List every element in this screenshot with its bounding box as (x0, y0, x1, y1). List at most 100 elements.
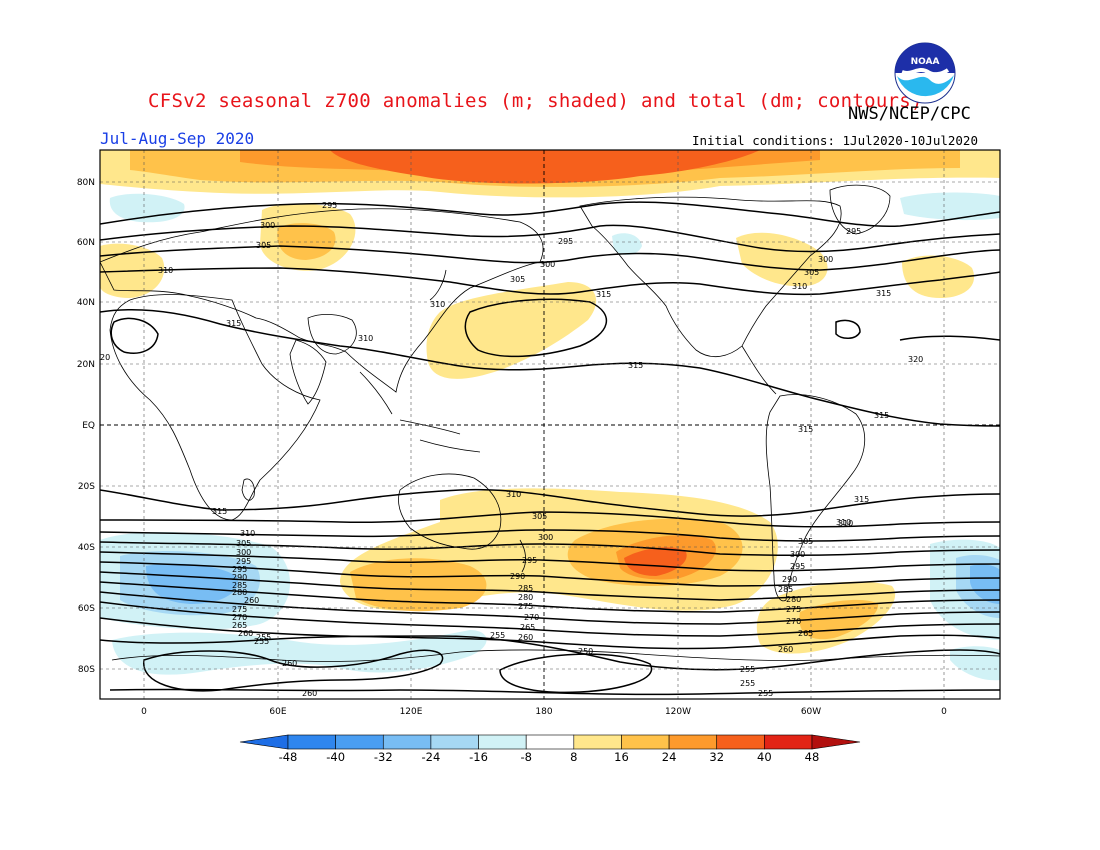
contour-label: 280 (786, 595, 801, 604)
colorbar-swatch (335, 734, 384, 750)
anomaly-region (109, 193, 185, 223)
colorbar-swatch (621, 734, 670, 750)
contour-label: 315 (876, 289, 891, 298)
coastlines (100, 184, 1000, 662)
contour-label: 295 (232, 565, 247, 574)
contour-label: 265 (232, 621, 247, 630)
anomaly-region (900, 192, 1000, 221)
colorbar-min-arrow (239, 734, 289, 750)
latitude-labels: 80N 60N 40N 20N EQ 20S 40S 60S 80S (77, 178, 95, 675)
lat-label: 80S (78, 665, 95, 675)
agency-label: NWS/NCEP/CPC (848, 104, 971, 124)
anomaly-region (950, 646, 1000, 681)
contour-label: 300 (790, 550, 805, 559)
colorbar-tick-label: -24 (422, 750, 441, 764)
contour-label: 300 (540, 260, 555, 269)
colorbar-swatch (287, 734, 336, 750)
contour-label: 295 (236, 557, 251, 566)
lon-label: 60E (269, 707, 286, 717)
anomaly-region (426, 282, 597, 379)
contour-label: 305 (510, 275, 525, 284)
colorbar-swatch (716, 734, 765, 750)
anomaly-region (277, 223, 336, 260)
noaa-logo-icon: NOAA (894, 42, 956, 104)
lon-label: 120E (400, 707, 423, 717)
reference-lines (100, 150, 1000, 699)
continent-outline (519, 539, 526, 573)
lat-label: 60S (78, 604, 95, 614)
gridlines (100, 150, 1000, 699)
continent-outline (765, 394, 866, 602)
anomaly-region (330, 150, 760, 184)
colorbar-swatch (573, 734, 622, 750)
contour-label: 315 (798, 425, 813, 434)
colorbar-tick-label: 48 (805, 750, 820, 764)
continent-outline (398, 473, 502, 550)
colorbar-swatch (668, 734, 718, 750)
contour-label: 310 (836, 518, 851, 527)
lat-label: 40S (78, 543, 95, 553)
anomaly-region (736, 232, 828, 287)
contour-label: 295 (558, 237, 573, 246)
contour-label: 270 (786, 617, 801, 626)
colorbar-tick-label: 16 (614, 750, 629, 764)
longitude-labels: 0 60E 120E 180 120W 60W 0 (141, 707, 947, 717)
contour-label: 280 (518, 593, 533, 602)
contour-label: 270 (524, 613, 539, 622)
contour-label: 310 (430, 300, 445, 309)
contour-label: 260 (518, 633, 533, 642)
contour-label: 260 (778, 645, 793, 654)
colorbar-swatch (525, 734, 575, 750)
anomaly-region (612, 233, 642, 255)
contour-label: 20 (100, 353, 110, 362)
anomaly-region (624, 547, 687, 576)
contour-label: 315 (854, 495, 869, 504)
anomaly-region (146, 563, 239, 604)
lat-label: 80N (77, 178, 95, 188)
anomaly-shading (100, 150, 1000, 699)
contour-label: 255 (490, 631, 505, 640)
contour-label: 295 (322, 201, 337, 210)
contour-label: 305 (804, 268, 819, 277)
contour-label: 290 (510, 572, 525, 581)
logo-text: NOAA (911, 57, 940, 67)
continent-outline (307, 314, 357, 355)
contour-label: 280 (232, 588, 247, 597)
continent-outline (429, 269, 447, 301)
contour-label: 300 (260, 221, 275, 230)
contour-label: 285 (232, 581, 247, 590)
contour-label: 310 (158, 266, 173, 275)
lon-label: 60W (801, 707, 821, 717)
lon-label: 120W (665, 707, 691, 717)
lon-label: 0 (141, 707, 147, 717)
lat-label: 40N (77, 298, 95, 308)
contour-label: 315 (212, 507, 227, 516)
lat-label: 60N (77, 238, 95, 248)
contour-label: 315 (596, 290, 611, 299)
colorbar-tick-label: -48 (279, 750, 298, 764)
map-frame (99, 149, 1001, 700)
contour-label: 255 (256, 633, 271, 642)
contour-label: 310 (240, 529, 255, 538)
chart-title: CFSv2 seasonal z700 anomalies (m; shaded… (148, 90, 923, 112)
continent-outline (100, 208, 544, 393)
colorbar-swatch (764, 734, 813, 750)
contour-label: 290 (232, 573, 247, 582)
contour-label-group: 295 300 305 310 315 310 315 310 295 300 … (100, 201, 923, 698)
anomaly-region (970, 564, 1000, 604)
anomaly-region (112, 630, 487, 675)
lat-label: 20S (78, 482, 95, 492)
continent-outline (741, 345, 777, 395)
contour-label: 310 (506, 490, 521, 499)
contour-label: 255 (740, 665, 755, 674)
continent-outline (359, 371, 481, 453)
contour-label: 310 (838, 519, 853, 528)
anomaly-region (902, 255, 975, 298)
contour-label: 260 (302, 689, 317, 698)
contour-label: 290 (782, 575, 797, 584)
contour-label: 265 (798, 629, 813, 638)
continent-outline (241, 478, 255, 501)
continent-outline (579, 196, 842, 358)
contour-label: 265 (520, 623, 535, 632)
